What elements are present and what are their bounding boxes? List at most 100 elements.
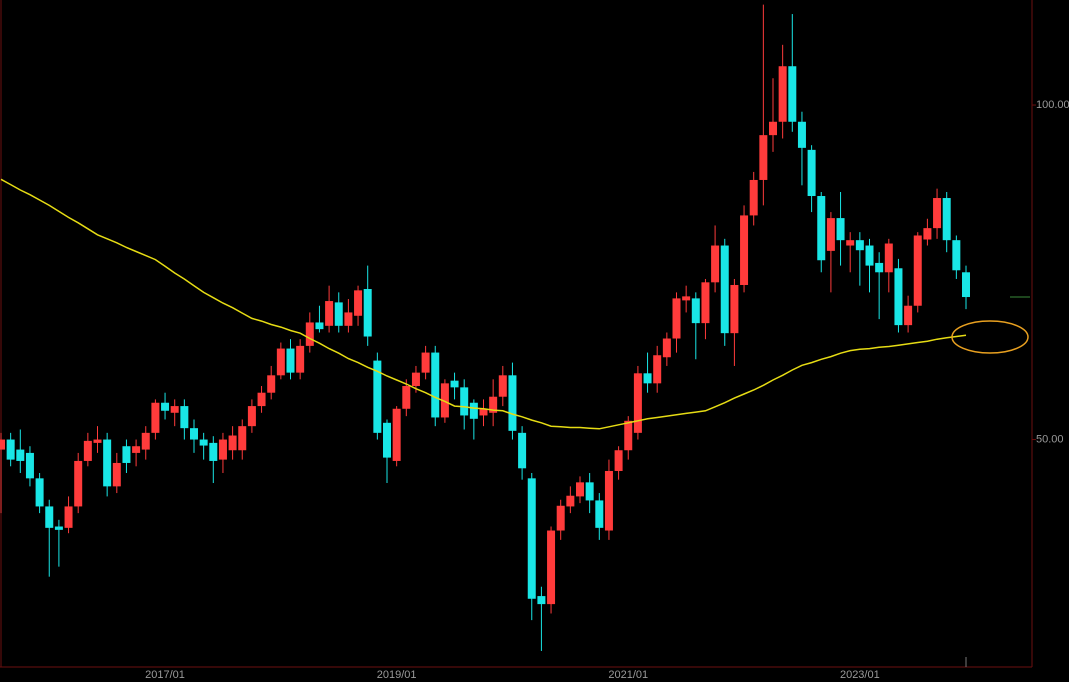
candle-body [942, 198, 951, 241]
candle-body [489, 396, 498, 413]
candle-body [402, 386, 411, 409]
candle-body [25, 452, 34, 479]
candle-body [769, 121, 777, 136]
candle-body [170, 406, 179, 413]
candle-body [267, 375, 276, 393]
candle-body [112, 462, 121, 487]
candle-body [354, 290, 363, 316]
annotation-circle [951, 320, 1029, 354]
candle-body [759, 135, 768, 180]
candle-body [64, 506, 73, 528]
candle-body [132, 446, 141, 453]
candle-body [923, 228, 932, 240]
candle-body [720, 245, 729, 334]
candle-body [595, 500, 604, 528]
candle-body [469, 402, 478, 419]
y-tick-label: 50.00 [1036, 433, 1064, 445]
x-tick-label: 2017/01 [145, 669, 185, 681]
candle-body [884, 243, 893, 273]
x-tick-label: 2023/01 [840, 669, 880, 681]
candle-body [238, 426, 247, 451]
candle-body [826, 218, 835, 251]
candle-body [585, 482, 594, 501]
candle-body [344, 312, 353, 326]
candle-body [817, 196, 826, 261]
x-tick-label: 2019/01 [377, 669, 417, 681]
candle-body [45, 506, 54, 528]
candle-body [392, 408, 401, 461]
candle-body [614, 450, 623, 471]
candle-body [141, 432, 150, 450]
candle-body [904, 305, 913, 326]
candle-body [363, 289, 372, 337]
candle-body [383, 422, 391, 458]
candle-body [672, 298, 681, 339]
candle-body [0, 439, 5, 450]
candle-body [788, 66, 797, 122]
candle-body [296, 345, 305, 373]
candle-body [518, 432, 527, 469]
candle-body [855, 240, 864, 251]
candle-body [325, 301, 334, 326]
candle-body [421, 352, 430, 373]
candle-body [933, 198, 942, 229]
candle-body [633, 373, 642, 433]
candle-body [807, 149, 816, 197]
candle-body [527, 478, 536, 599]
candle-body [199, 439, 208, 446]
candle-body [103, 439, 112, 487]
candle-body [653, 355, 662, 384]
candle-body [431, 352, 440, 418]
candle-body [778, 66, 787, 122]
candle-body [537, 596, 546, 605]
y-tick-label: 100.00 [1036, 99, 1069, 111]
candle-body [576, 482, 584, 497]
candle-body [604, 470, 613, 531]
candle-body [247, 406, 256, 427]
candle-body [749, 179, 758, 216]
candle-body [35, 478, 44, 507]
candle-body [218, 439, 227, 460]
candle-body [547, 530, 556, 605]
candle-body [122, 446, 131, 463]
candle-body [643, 373, 652, 384]
candle-body [190, 428, 198, 440]
candle-body [730, 284, 739, 334]
candle-body [846, 240, 855, 246]
candle-body [797, 121, 806, 148]
candle-body [151, 402, 160, 433]
candle-body [894, 268, 903, 326]
candle-body [682, 296, 691, 301]
candle-body [411, 372, 420, 387]
candle-body [566, 495, 575, 507]
candle-body [334, 302, 343, 326]
candle-body [691, 298, 700, 324]
candle-body [460, 387, 469, 416]
candle-body [161, 402, 170, 411]
candle-body [257, 392, 266, 407]
candle-body [508, 375, 517, 431]
candle-body [711, 245, 720, 283]
candle-body [180, 406, 189, 429]
candle-body [836, 218, 845, 241]
candle-body [556, 505, 565, 531]
candle-body [276, 348, 285, 376]
candle-body [286, 348, 295, 373]
candle-body [373, 360, 382, 433]
candle-body [479, 408, 488, 416]
candle-body [962, 272, 970, 298]
candle-body [209, 442, 218, 461]
candle-body [624, 420, 633, 451]
candle-body [6, 439, 15, 460]
candle-body [440, 383, 449, 418]
candle-body [952, 240, 961, 271]
candle-body [662, 338, 671, 358]
candle-body [498, 375, 507, 397]
candle-body [701, 282, 710, 324]
candle-body [16, 449, 25, 461]
moving-average-line [0, 178, 967, 430]
candle-body [83, 440, 92, 461]
candle-body [740, 215, 749, 285]
